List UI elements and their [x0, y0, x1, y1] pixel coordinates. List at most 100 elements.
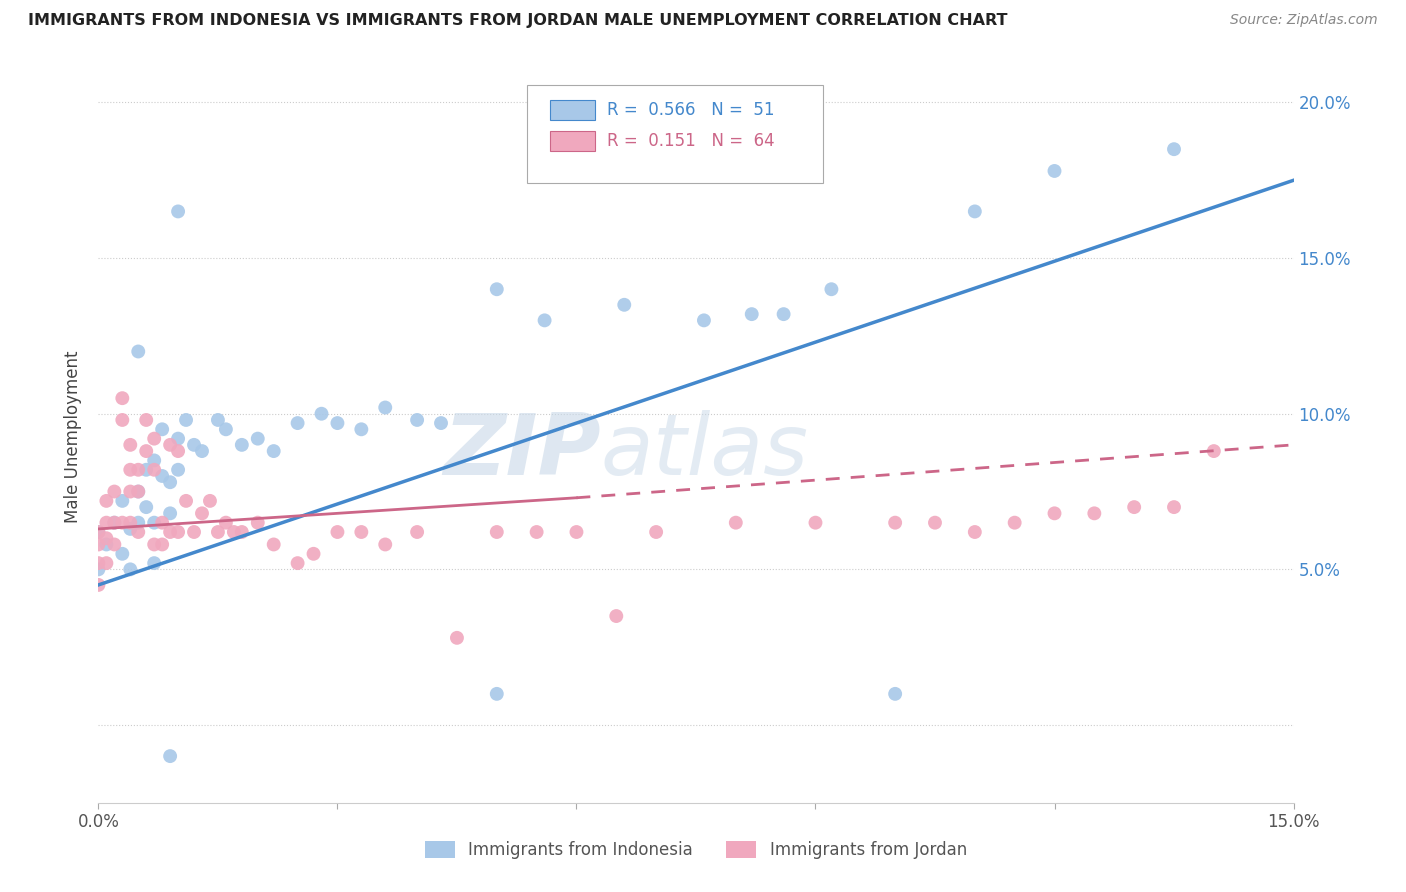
Point: [1163, 500, 1185, 515]
Point: [120, 516, 142, 530]
Point: [191, 506, 214, 520]
Point: [1043, 506, 1066, 520]
Point: [103, 484, 125, 499]
Point: [120, 562, 142, 576]
Point: [183, 438, 205, 452]
Point: [963, 204, 986, 219]
Point: [174, 494, 197, 508]
Point: [103, 537, 125, 551]
Point: [96, 556, 118, 570]
Point: [111, 391, 134, 405]
Point: [127, 524, 149, 539]
Point: [87, 578, 110, 592]
Point: [135, 444, 157, 458]
Point: [103, 516, 125, 530]
Point: [174, 413, 197, 427]
Point: [1043, 164, 1066, 178]
Point: [87, 524, 110, 539]
Point: [311, 407, 333, 421]
Text: R =  0.151   N =  64: R = 0.151 N = 64: [607, 132, 775, 150]
Point: [485, 687, 508, 701]
Point: [150, 422, 173, 436]
Point: [963, 524, 986, 539]
Point: [693, 313, 716, 327]
Point: [533, 313, 555, 327]
Text: R =  0.566   N =  51: R = 0.566 N = 51: [607, 101, 775, 119]
Point: [246, 516, 269, 530]
Point: [215, 516, 238, 530]
Point: [135, 500, 157, 515]
Point: [526, 524, 548, 539]
Point: [350, 524, 373, 539]
Point: [96, 531, 118, 545]
Point: [374, 537, 396, 551]
Point: [884, 687, 907, 701]
Point: [215, 422, 238, 436]
Point: [159, 506, 181, 520]
Point: [741, 307, 763, 321]
Point: [111, 494, 134, 508]
Point: [287, 416, 309, 430]
Point: [120, 484, 142, 499]
Point: [143, 453, 166, 467]
Point: [1004, 516, 1026, 530]
Point: [120, 522, 142, 536]
Point: [159, 749, 181, 764]
Point: [127, 484, 149, 499]
Point: [120, 463, 142, 477]
Point: [924, 516, 946, 530]
Point: [167, 444, 190, 458]
Point: [430, 416, 453, 430]
Point: [820, 282, 842, 296]
Point: [231, 438, 253, 452]
Point: [87, 524, 110, 539]
Point: [485, 282, 508, 296]
Point: [111, 547, 134, 561]
Point: [143, 432, 166, 446]
Point: [103, 516, 125, 530]
Point: [120, 438, 142, 452]
Point: [207, 524, 229, 539]
Point: [231, 524, 253, 539]
Point: [150, 469, 173, 483]
Point: [96, 516, 118, 530]
Point: [191, 444, 214, 458]
Point: [111, 516, 134, 530]
Point: [246, 432, 269, 446]
Point: [724, 516, 747, 530]
Text: Source: ZipAtlas.com: Source: ZipAtlas.com: [1230, 13, 1378, 28]
Point: [374, 401, 396, 415]
Point: [96, 494, 118, 508]
Point: [263, 537, 285, 551]
Point: [302, 547, 325, 561]
Point: [111, 413, 134, 427]
Point: [87, 556, 110, 570]
Point: [183, 524, 205, 539]
Point: [135, 413, 157, 427]
Point: [127, 484, 149, 499]
Point: [287, 556, 309, 570]
Point: [127, 463, 149, 477]
Point: [159, 438, 181, 452]
Point: [167, 524, 190, 539]
Point: [143, 463, 166, 477]
Point: [772, 307, 794, 321]
Point: [804, 516, 827, 530]
Point: [222, 524, 245, 539]
Point: [263, 444, 285, 458]
Point: [96, 537, 118, 551]
Point: [446, 631, 468, 645]
Point: [198, 494, 221, 508]
Point: [87, 537, 110, 551]
Text: ZIP: ZIP: [443, 410, 600, 493]
Point: [884, 516, 907, 530]
Legend: Immigrants from Indonesia, Immigrants from Jordan: Immigrants from Indonesia, Immigrants fr…: [416, 833, 976, 868]
Point: [1163, 142, 1185, 156]
Point: [150, 537, 173, 551]
Point: [565, 524, 588, 539]
Point: [127, 516, 149, 530]
Point: [143, 537, 166, 551]
Point: [613, 298, 636, 312]
Point: [167, 204, 190, 219]
Point: [143, 516, 166, 530]
